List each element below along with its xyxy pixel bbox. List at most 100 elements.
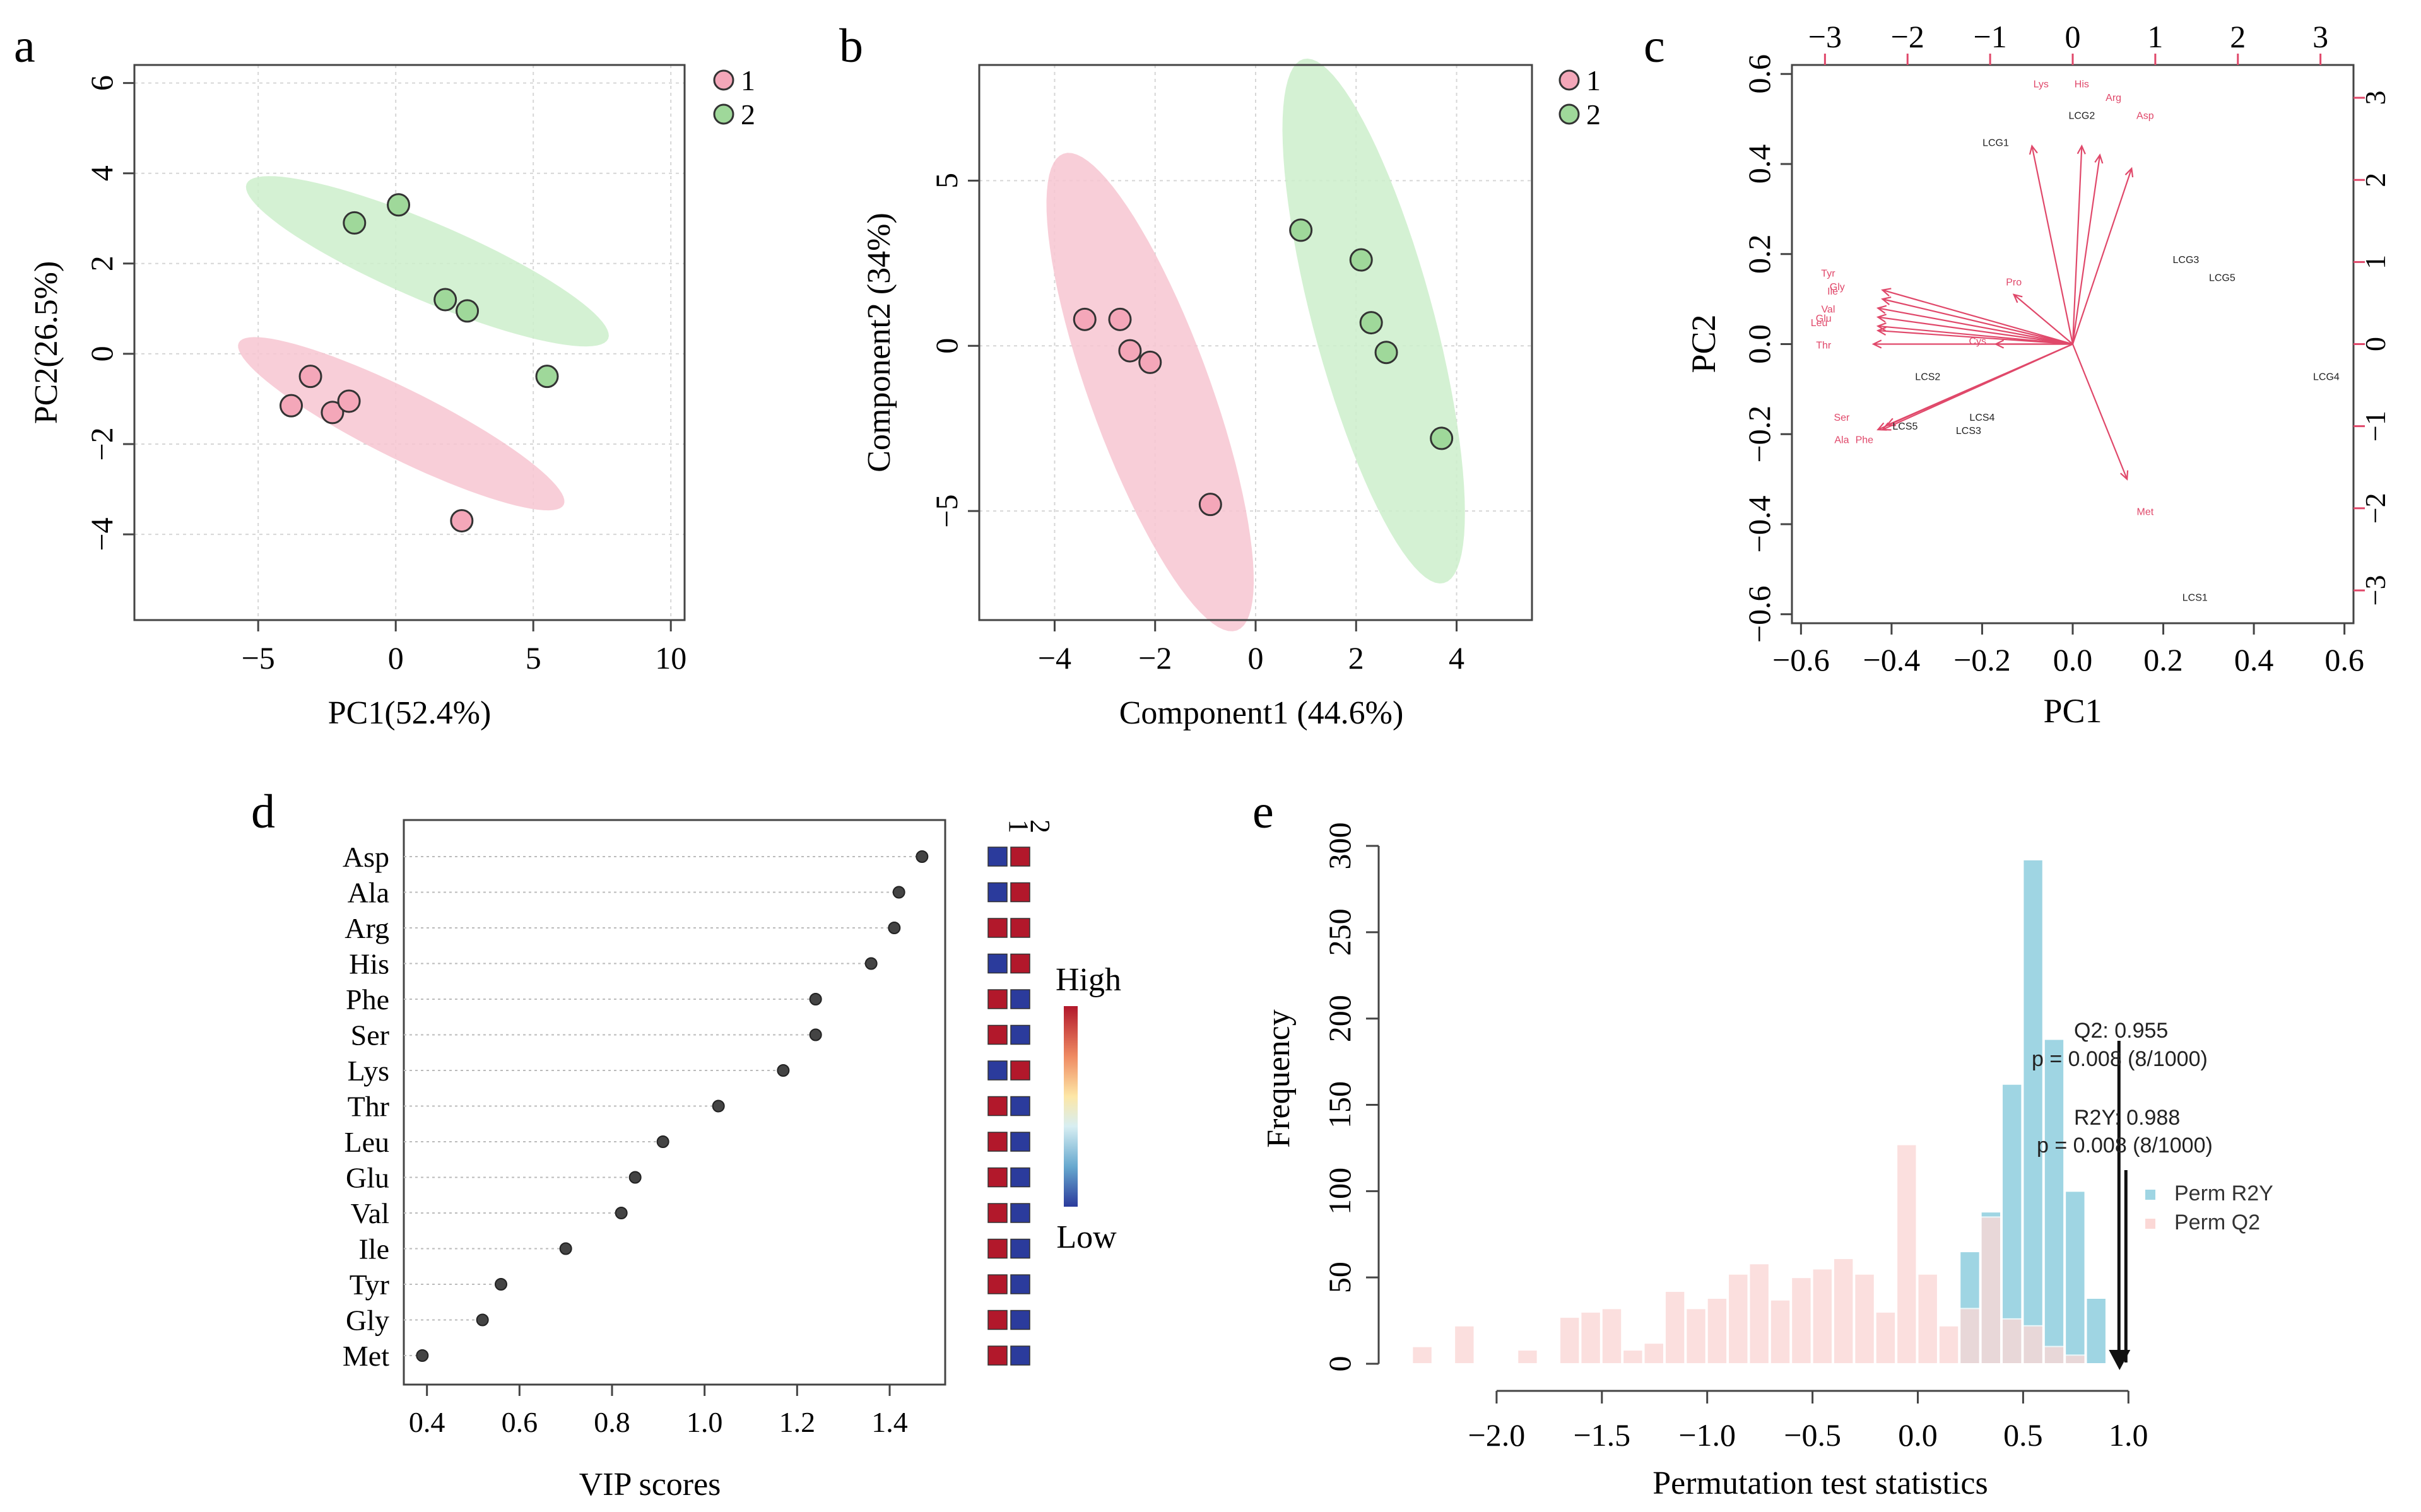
c-sample-label-lcg4: LCG4	[2313, 372, 2340, 383]
d-heat-col-2: 2	[1025, 819, 1056, 833]
b-point-group-1	[1198, 493, 1222, 517]
b-point-group-2	[1374, 341, 1398, 365]
c-top-tick-label: 2	[2230, 19, 2246, 54]
c-bottom-tick-label: 0.6	[2324, 642, 2364, 677]
a-point-group-2	[433, 288, 457, 312]
c-top-tick-label: 1	[2147, 19, 2163, 54]
d-x-tick-label: 1.0	[686, 1406, 723, 1438]
e-bar-q2	[1938, 1325, 1960, 1365]
a-y-axis-title: PC2(26.5%)	[28, 261, 64, 425]
c-arrowhead-his	[2076, 144, 2086, 155]
d-heat-cell-val-1	[987, 1203, 1008, 1223]
c-loading-label-ser: Ser	[1834, 413, 1850, 423]
c-arrow-lys	[2031, 146, 2074, 344]
d-category-label-ile: Ile	[358, 1233, 389, 1265]
a-points	[280, 193, 559, 533]
a-x-tick-label: 10	[655, 640, 686, 676]
b-x-axis-title: Component1 (44.6%)	[1119, 695, 1404, 731]
d-heat-cell-val-2	[1010, 1203, 1030, 1223]
panel-e: −2.0 −1.5 −1.0 −0.5 0.0 0.5 1.0 0 50 100 150 200 25…	[1261, 823, 2273, 1501]
c-sample-label-lcs3: LCS3	[1956, 426, 1981, 437]
a-x-axis-title: PC1(52.4%)	[328, 695, 492, 731]
a-point-group-1	[450, 509, 474, 533]
d-heat-cell-ile-2	[1010, 1238, 1030, 1259]
b-x-tick-label: 0	[1248, 640, 1264, 676]
e-y-tick-label: 200	[1322, 995, 1357, 1042]
a-point-group-2	[343, 211, 367, 235]
d-heat-cell-lys-1	[987, 1060, 1008, 1081]
a-legend-label-1: 1	[741, 64, 755, 97]
d-x-tick-label: 0.6	[502, 1406, 538, 1438]
a-point-group-2	[535, 365, 559, 389]
c-left-tick-label: 0.4	[1741, 144, 1777, 184]
e-bar-r2y	[2065, 1190, 2086, 1365]
c-arrow-gly	[1882, 298, 2073, 345]
c-y-axis-title: PC2	[1685, 314, 1723, 373]
c-loading-label-ala: Ala	[1834, 435, 1849, 446]
d-category-label-arg: Arg	[345, 912, 389, 944]
e-x-tick-label: −2.0	[1468, 1417, 1526, 1453]
c-arrow-val	[1878, 316, 2073, 345]
e-bar-q2	[1791, 1277, 1812, 1364]
d-point-leu	[656, 1135, 669, 1148]
c-top-tick-label: −3	[1808, 19, 1842, 54]
c-arrow-glu	[1878, 325, 2073, 345]
d-x-tick-label: 1.4	[871, 1406, 908, 1438]
c-top-ticks: −3 −2 −1 0 1 2 3	[1808, 19, 2328, 65]
e-bar-q2	[1896, 1144, 1917, 1364]
b-x-tick-label: −4	[1038, 640, 1071, 676]
b-legend-marker-1	[1558, 69, 1580, 91]
panel-label-e: e	[1252, 785, 1274, 838]
d-point-ser	[809, 1028, 822, 1041]
e-bar-q2	[1685, 1308, 1707, 1364]
d-category-label-ser: Ser	[351, 1019, 389, 1052]
c-arrowhead-met	[2120, 470, 2129, 481]
c-loading-label-thr: Thr	[1816, 341, 1832, 351]
e-x-tick-label: 0.5	[2003, 1417, 2043, 1453]
e-x-tick-label: −1.5	[1573, 1417, 1630, 1453]
a-x-tick-label: 5	[526, 640, 541, 676]
e-annotation-q2-p: p = 0.008 (8/1000)	[2032, 1047, 2208, 1071]
b-point-group-2	[1359, 311, 1383, 335]
a-x-tick-label: 0	[388, 640, 404, 676]
c-top-tick-label: 3	[2312, 19, 2328, 54]
c-arrow-leu	[1878, 329, 2073, 345]
a-ellipse-group-2	[245, 176, 609, 347]
e-bar-q2	[1580, 1311, 1601, 1365]
c-sample-label-lcs5: LCS5	[1892, 421, 1917, 432]
d-heat-cell-gly-2	[1010, 1310, 1030, 1330]
c-loading-label-cys: Cys	[1969, 336, 1986, 347]
c-left-tick-label: 0.6	[1741, 54, 1777, 94]
c-bottom-tick-label: −0.2	[1953, 642, 2011, 677]
a-x-tick-label: −5	[242, 640, 275, 676]
e-bar-q2	[1959, 1308, 1981, 1364]
b-x-tick-label: −2	[1138, 640, 1172, 676]
e-legend-label-r2y: Perm R2Y	[2174, 1181, 2273, 1205]
d-heat-cell-ser-1	[987, 1024, 1008, 1045]
d-category-label-gly: Gly	[346, 1304, 389, 1337]
e-x-ticks: −2.0 −1.5 −1.0 −0.5 0.0 0.5 1.0	[1468, 1390, 2148, 1453]
e-bar-q2	[2022, 1325, 2044, 1365]
c-left-tick-label: −0.2	[1741, 406, 1777, 463]
e-legend-swatch-r2y	[2145, 1190, 2155, 1200]
e-arrowhead	[2109, 1350, 2131, 1370]
e-bar-r2y	[2085, 1298, 2107, 1364]
e-bar-q2	[1517, 1349, 1538, 1364]
e-y-tick-label: 250	[1322, 908, 1357, 956]
d-heat-col-1: 1	[1003, 819, 1034, 833]
a-legend-marker-1	[713, 69, 734, 91]
d-plot-frame	[403, 819, 946, 1386]
e-bar-q2	[1917, 1273, 1938, 1364]
e-bar-q2	[1706, 1298, 1728, 1364]
d-heat-cell-tyr-2	[1010, 1274, 1030, 1294]
d-point-val	[615, 1207, 628, 1219]
e-bar-q2	[1832, 1258, 1854, 1364]
a-x-ticks: −5 0 5 10	[242, 620, 686, 676]
b-point-group-1	[1138, 350, 1162, 374]
panel-b: −4 −2 0 2 4 −5 0 5 Component1 (44.6%) Componen…	[861, 58, 1601, 731]
c-loading-label-glu: Glu	[1816, 314, 1832, 324]
e-y-tick-label: 100	[1322, 1168, 1357, 1215]
a-legend: 1 2	[713, 64, 755, 131]
